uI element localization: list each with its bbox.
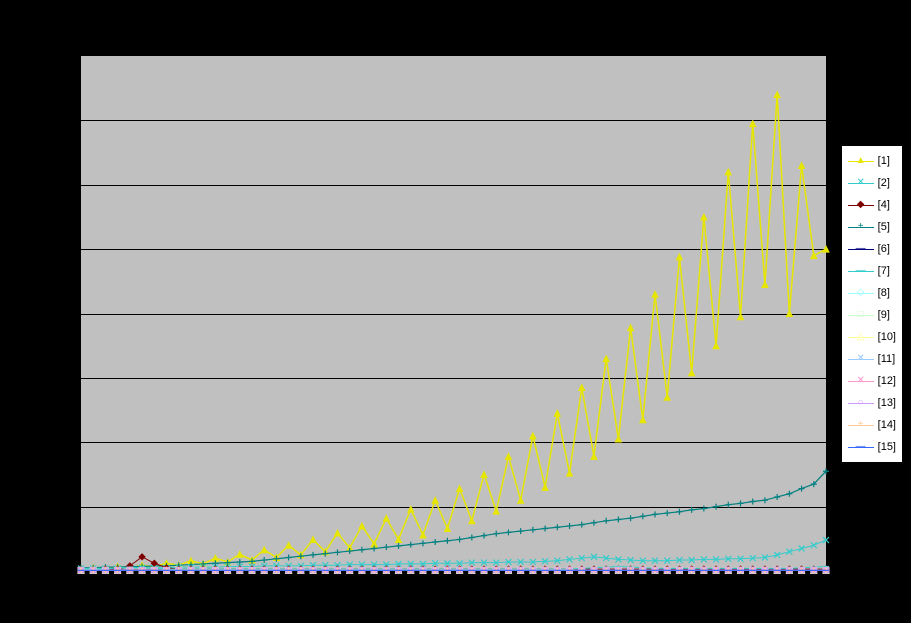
legend-item: ◆ [4] — [848, 194, 896, 216]
legend-label: [5] — [878, 219, 890, 235]
legend-swatch: ◇ — [848, 286, 874, 300]
legend-swatch: ✕ — [848, 352, 874, 366]
legend-swatch: + — [848, 220, 874, 234]
legend-swatch: ○ — [848, 396, 874, 410]
series-[5] — [78, 468, 829, 571]
legend-item: ▲ [1] — [848, 150, 896, 172]
legend-label: [14] — [878, 417, 896, 433]
legend-swatch: ✕ — [848, 176, 874, 190]
legend-label: [2] — [878, 175, 890, 191]
plot-area — [80, 55, 827, 572]
legend-label: [8] — [878, 285, 890, 301]
legend-label: [13] — [878, 395, 896, 411]
legend-label: [1] — [878, 153, 890, 169]
legend-label: [4] — [878, 197, 890, 213]
legend-swatch: ◆ — [848, 198, 874, 212]
legend-swatch: ▲ — [848, 154, 874, 168]
legend-label: [11] — [878, 351, 896, 367]
legend-swatch: — — [848, 242, 874, 256]
legend-item: — [15] — [848, 436, 896, 458]
legend-label: [6] — [878, 241, 890, 257]
legend-swatch: ✕ — [848, 374, 874, 388]
legend-label: [15] — [878, 439, 896, 455]
legend-item: △ [10] — [848, 326, 896, 348]
legend: ▲ [1] ✕ [2] ◆ [4] + [5] — [6] — [7] ◇ [8] □ [9] △ [10] ✕ [1… — [841, 145, 903, 463]
legend-label: [12] — [878, 373, 896, 389]
legend-item: ✕ [12] — [848, 370, 896, 392]
legend-item: ○ [13] — [848, 392, 896, 414]
legend-swatch: + — [848, 418, 874, 432]
series-[1] — [78, 92, 829, 572]
series-layer — [81, 56, 826, 571]
legend-swatch: △ — [848, 330, 874, 344]
legend-label: [7] — [878, 263, 890, 279]
legend-item: — [6] — [848, 238, 896, 260]
legend-item: ✕ [11] — [848, 348, 896, 370]
legend-swatch: □ — [848, 308, 874, 322]
legend-label: [9] — [878, 307, 890, 323]
chart-container: ▲ [1] ✕ [2] ◆ [4] + [5] — [6] — [7] ◇ [8] □ [9] △ [10] ✕ [1… — [0, 0, 911, 623]
legend-item: ◇ [8] — [848, 282, 896, 304]
legend-item: □ [9] — [848, 304, 896, 326]
legend-item: ✕ [2] — [848, 172, 896, 194]
legend-item: + [14] — [848, 414, 896, 436]
legend-item: — [7] — [848, 260, 896, 282]
legend-label: [10] — [878, 329, 896, 345]
legend-swatch: — — [848, 440, 874, 454]
legend-item: + [5] — [848, 216, 896, 238]
legend-swatch: — — [848, 264, 874, 278]
